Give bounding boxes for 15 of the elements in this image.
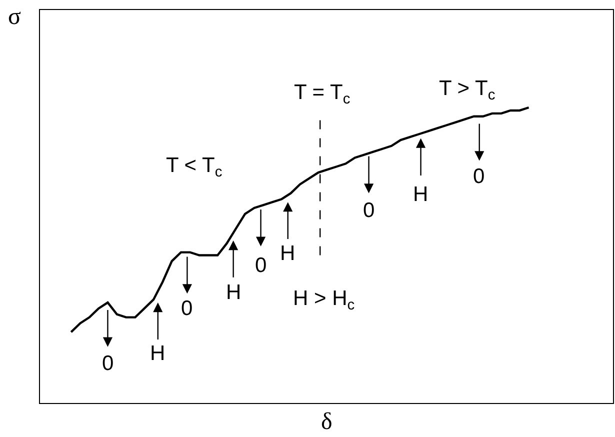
annotation: H: [226, 281, 242, 304]
annotation: T < T$_{c}$: [166, 154, 222, 180]
x-axis-title: δ: [321, 409, 332, 435]
annotation: 0: [473, 165, 485, 188]
annotation: 0: [255, 254, 267, 277]
annotation: H: [413, 183, 428, 206]
annotation: H > H$_{c}$: [293, 287, 355, 314]
annotation: 0: [181, 297, 193, 320]
annotation: 0: [102, 352, 114, 375]
y-axis-title: σ: [8, 4, 21, 30]
annotation: H: [280, 242, 296, 265]
text: T = T$_{c}$: [294, 81, 350, 108]
annotation: 0: [363, 199, 375, 222]
annotation: H: [150, 342, 166, 365]
text: T > T$_{c}$: [439, 77, 496, 104]
